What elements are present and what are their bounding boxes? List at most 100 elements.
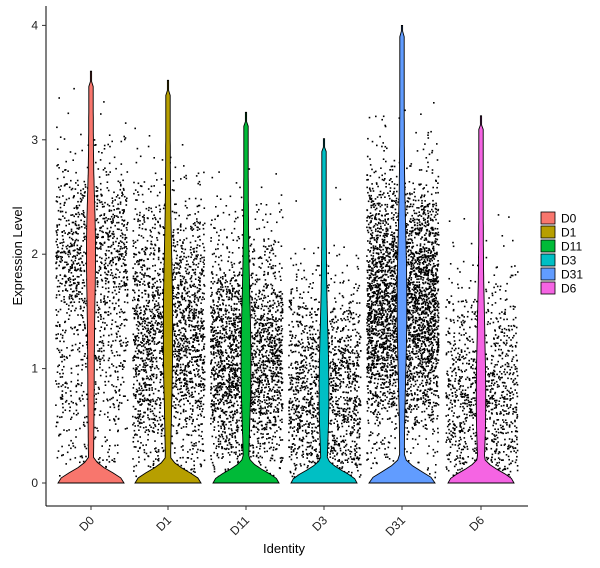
data-point <box>271 339 274 342</box>
data-point <box>215 329 217 332</box>
data-point <box>220 337 223 339</box>
data-point <box>58 250 60 253</box>
data-point <box>61 354 64 356</box>
data-point <box>184 393 186 396</box>
data-point <box>153 317 156 320</box>
data-point <box>198 290 201 292</box>
data-point <box>177 286 180 289</box>
data-point <box>157 231 160 234</box>
data-point <box>118 365 121 367</box>
data-point <box>262 289 264 292</box>
data-point <box>57 229 59 231</box>
data-point <box>161 373 164 375</box>
data-point <box>122 262 125 265</box>
data-point <box>111 274 114 277</box>
data-point <box>134 434 136 436</box>
data-point <box>236 409 238 411</box>
data-point <box>188 392 190 395</box>
data-point <box>76 254 78 257</box>
data-point <box>137 182 140 185</box>
data-point <box>236 303 238 305</box>
data-point <box>221 333 224 335</box>
data-point <box>145 308 148 311</box>
data-point <box>177 232 179 234</box>
data-point <box>81 358 84 361</box>
data-point <box>196 205 199 208</box>
data-point <box>78 281 80 284</box>
data-point <box>226 444 229 446</box>
data-point <box>182 316 185 318</box>
data-point <box>159 191 161 194</box>
data-point <box>188 352 191 355</box>
data-point <box>115 263 118 265</box>
data-point <box>136 261 138 263</box>
data-point <box>266 286 268 288</box>
data-point <box>60 333 62 336</box>
data-point <box>98 265 101 268</box>
data-point <box>135 408 137 410</box>
data-point <box>112 237 114 239</box>
data-point <box>250 344 253 346</box>
data-point <box>133 242 135 245</box>
data-point <box>78 226 80 229</box>
data-point <box>193 247 195 250</box>
data-point <box>70 237 73 240</box>
data-point <box>236 411 239 413</box>
data-point <box>58 433 61 436</box>
data-point <box>154 270 157 272</box>
data-point <box>251 410 253 413</box>
data-point <box>63 301 66 304</box>
data-point <box>141 216 144 218</box>
data-point <box>162 234 165 236</box>
data-point <box>236 441 239 444</box>
data-point <box>187 366 189 368</box>
data-point <box>56 314 58 316</box>
data-point <box>79 291 82 293</box>
data-point <box>133 422 135 424</box>
data-point <box>189 372 191 374</box>
data-point <box>179 353 181 355</box>
data-point <box>199 258 202 260</box>
data-point <box>176 363 178 365</box>
data-point <box>195 255 198 258</box>
data-point <box>195 356 198 358</box>
data-point <box>155 320 157 322</box>
data-point <box>161 447 164 449</box>
data-point <box>261 456 263 459</box>
data-point <box>118 208 120 210</box>
data-point <box>183 378 185 380</box>
data-point <box>161 335 163 338</box>
data-point <box>139 404 141 406</box>
data-point <box>118 404 120 407</box>
data-point <box>105 267 107 270</box>
data-point <box>213 334 216 336</box>
data-point <box>96 283 99 286</box>
data-point <box>75 287 78 290</box>
data-point <box>150 240 153 243</box>
data-point <box>112 221 114 224</box>
data-point <box>234 369 236 371</box>
data-point <box>182 426 185 428</box>
data-point <box>103 214 105 216</box>
data-point <box>136 327 139 330</box>
data-point <box>61 256 63 258</box>
data-point <box>196 326 199 329</box>
data-point <box>179 319 182 322</box>
data-point <box>278 342 281 344</box>
data-point <box>82 197 84 199</box>
data-point <box>133 383 135 386</box>
data-point <box>85 366 87 368</box>
data-point <box>66 357 68 359</box>
data-point <box>96 246 98 249</box>
data-point <box>264 401 266 404</box>
data-point <box>158 329 161 331</box>
data-point <box>222 354 224 357</box>
data-point <box>104 327 106 329</box>
data-point <box>107 236 109 238</box>
data-point <box>143 310 146 312</box>
data-point <box>126 293 129 296</box>
data-point <box>254 283 257 286</box>
data-point <box>172 229 175 231</box>
data-point <box>121 209 124 211</box>
data-point <box>103 144 106 147</box>
